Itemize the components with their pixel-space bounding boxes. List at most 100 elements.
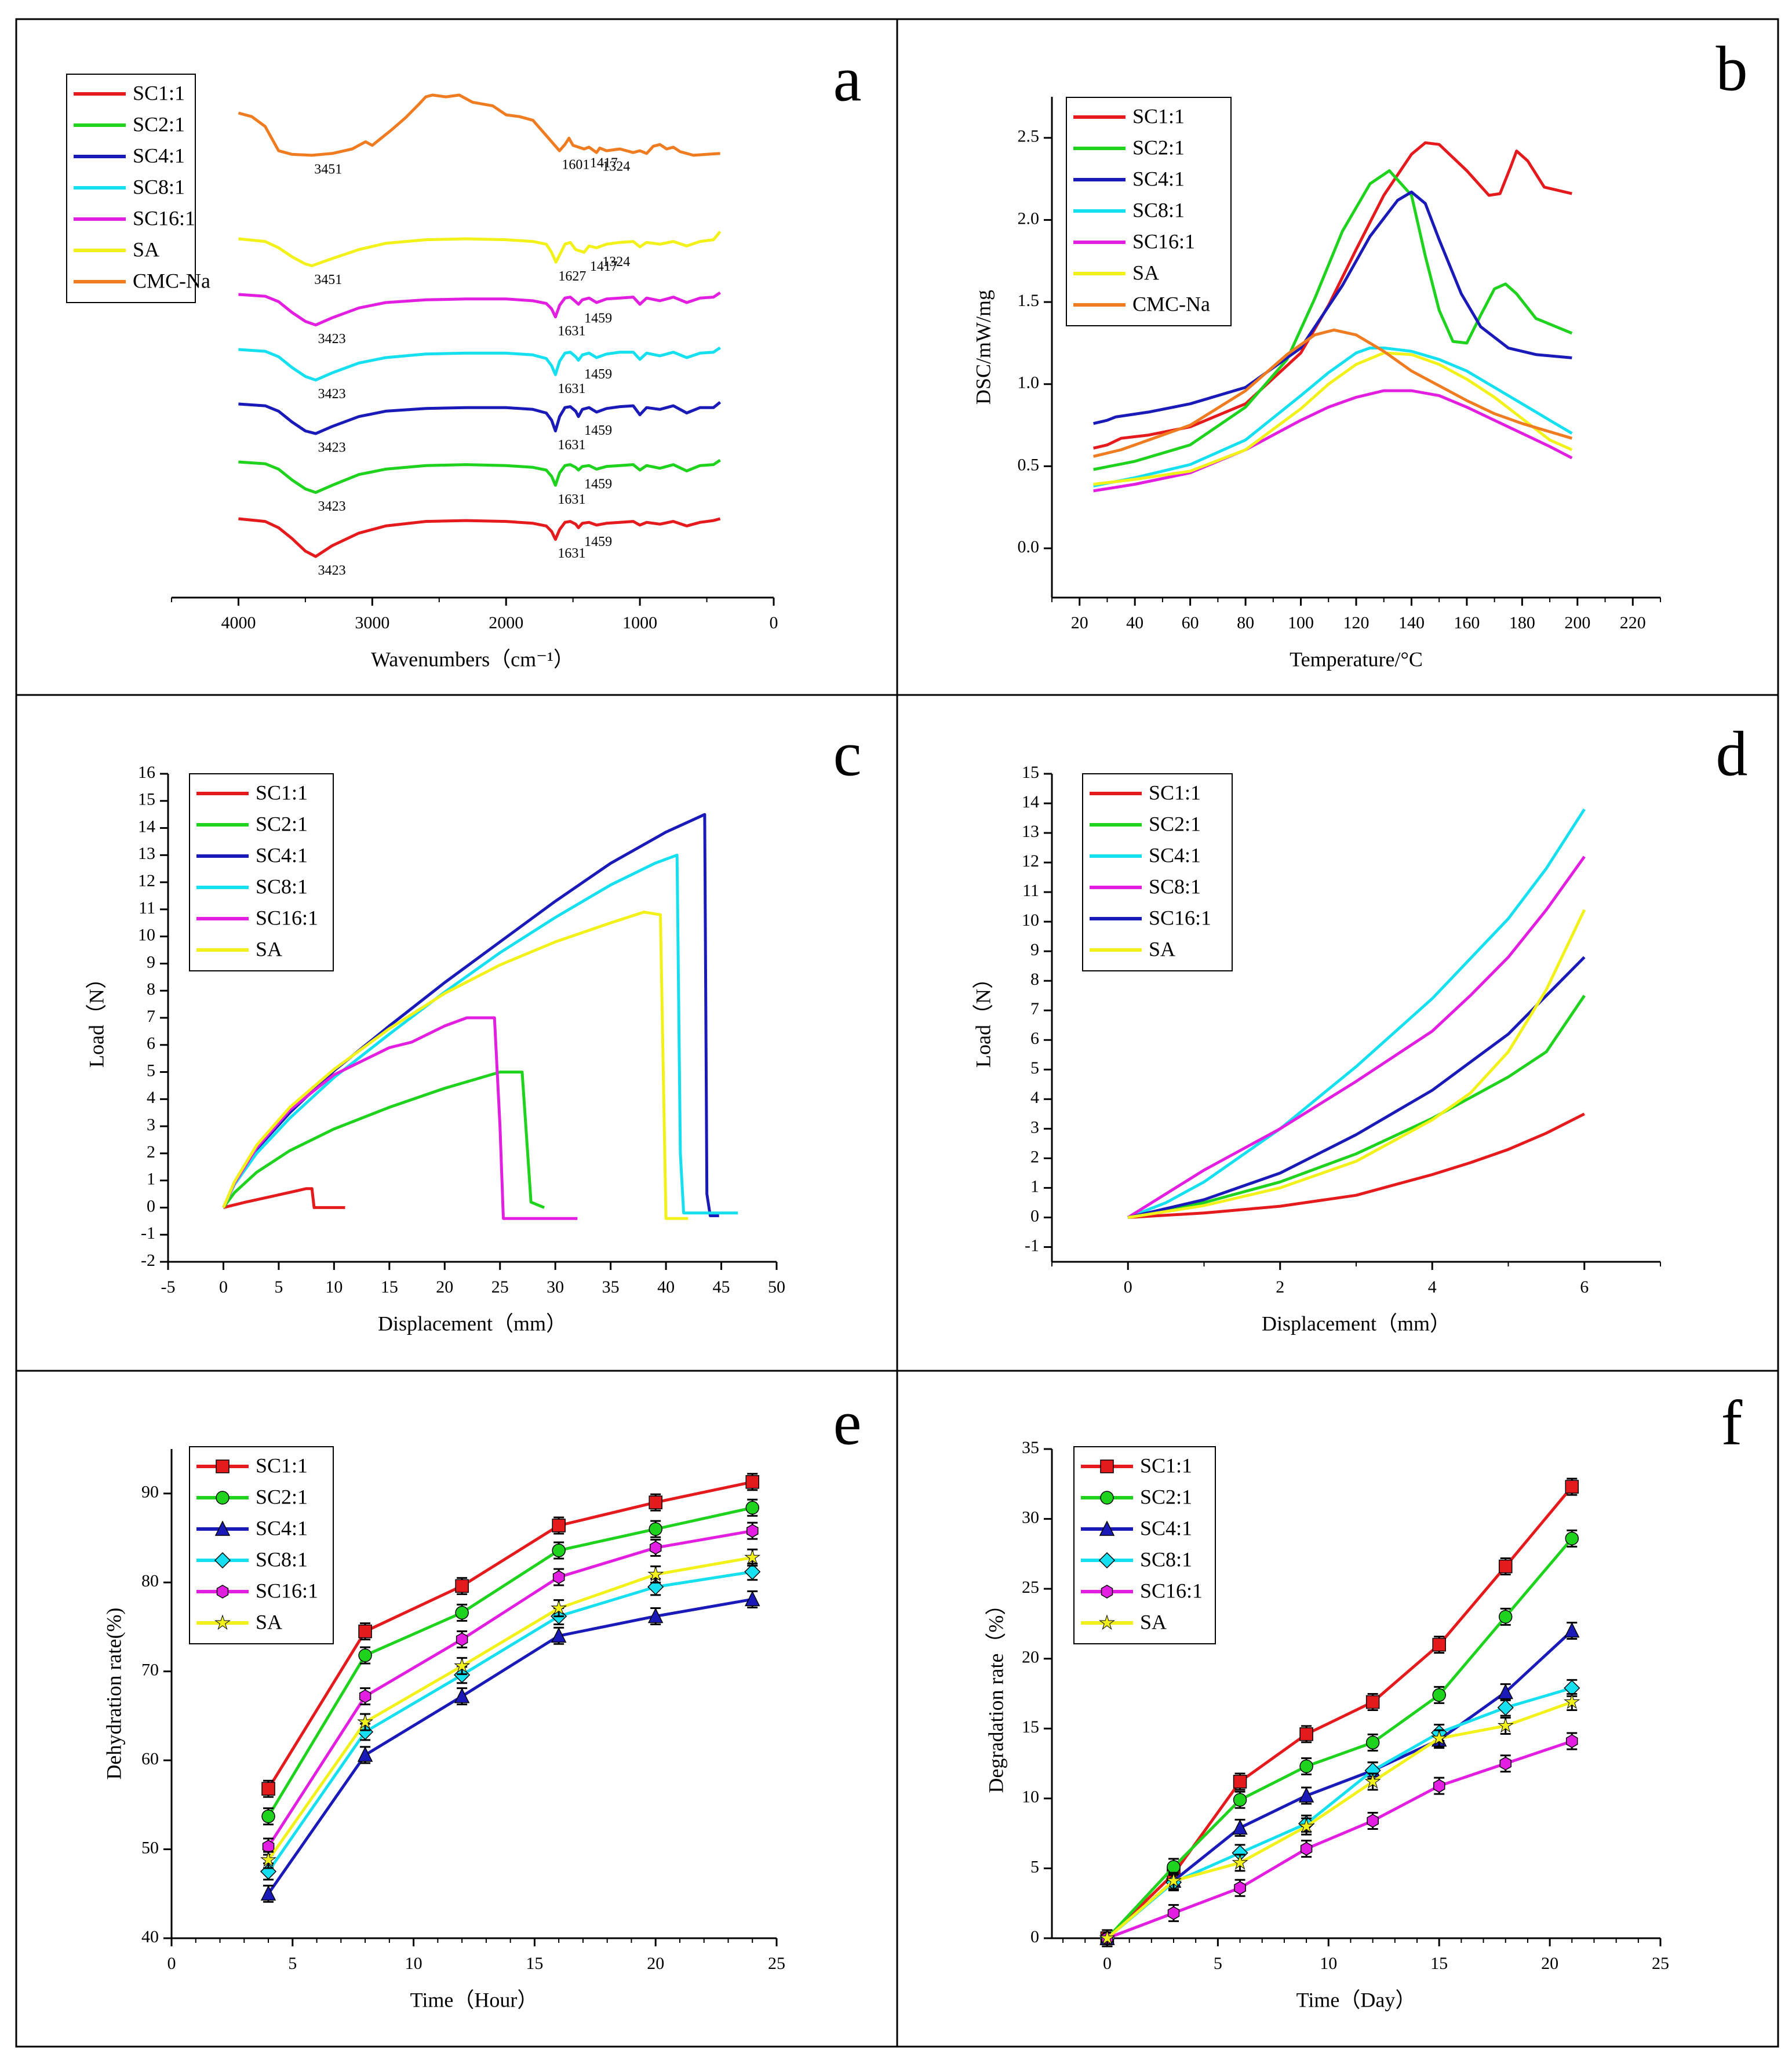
load-curve-SC2:1 <box>222 1071 545 1209</box>
x-tick-label: 45 <box>713 1277 730 1297</box>
x-tick-label: 10 <box>325 1277 343 1297</box>
legend-label: SA <box>256 937 282 960</box>
x-tick-label: 0 <box>1103 1954 1112 1973</box>
y-tick-label: 15 <box>1022 1717 1039 1737</box>
x-tick-label: 35 <box>602 1277 620 1297</box>
y-tick-label: 13 <box>138 844 155 863</box>
panel-f-legend: SC1:1 SC2:1 SC4:1 SC8:1 SC16:1 SA <box>1073 1446 1216 1644</box>
data-point <box>454 1687 470 1703</box>
x-tick-label: 120 <box>1343 613 1370 632</box>
load-curve-SA <box>222 911 689 1220</box>
data-point <box>647 1566 664 1582</box>
x-tick-label: 180 <box>1509 613 1535 632</box>
peak-label: 3423 <box>318 499 346 514</box>
x-axis-title: Displacement（mm） <box>378 1312 567 1335</box>
x-tick-label: 0 <box>219 1277 228 1297</box>
y-tick-label: 3 <box>147 1115 155 1134</box>
panel-c-curves <box>222 813 738 1220</box>
legend-label: SC4:1 <box>256 843 308 867</box>
y-tick-label: 15 <box>138 790 155 809</box>
y-tick-label: 13 <box>1022 822 1039 841</box>
peak-label: 1601 <box>562 158 589 173</box>
x-tick-label: 1000 <box>622 613 657 632</box>
x-tick-label: 220 <box>1620 613 1646 632</box>
spectrum-SC2:1 <box>238 458 721 494</box>
panel-d-curves <box>1127 808 1586 1219</box>
legend-label: SC4:1 <box>1140 1516 1192 1539</box>
y-tick-label: 6 <box>147 1034 155 1053</box>
data-point <box>357 1713 373 1729</box>
legend-label: SC16:1 <box>256 906 318 929</box>
legend-label: SC8:1 <box>133 175 185 198</box>
data-point <box>745 1475 759 1489</box>
peak-label: 3423 <box>318 387 346 402</box>
data-point <box>454 1657 471 1673</box>
x-tick-label: 3000 <box>355 613 389 632</box>
spectrum-CMC-Na <box>238 93 720 157</box>
x-tick-label: 0 <box>167 1954 176 1973</box>
legend-label: SA <box>1149 937 1175 960</box>
dsc-curve-CMC-Na <box>1093 328 1573 458</box>
data-point <box>551 1600 567 1615</box>
y-tick-label: 14 <box>138 817 155 836</box>
series-line-SC16:1 <box>1106 1739 1573 1940</box>
y-tick-label: 16 <box>138 763 155 782</box>
x-tick-label: 160 <box>1454 613 1480 632</box>
data-point <box>1564 1693 1580 1709</box>
data-point <box>746 1524 759 1538</box>
peak-label: 1631 <box>558 438 585 453</box>
y-axis-title: Dehydration rate(%) <box>102 1608 125 1780</box>
peak-label: 1631 <box>558 323 585 338</box>
data-point <box>744 1549 761 1565</box>
legend-label: SC16:1 <box>133 206 195 230</box>
peak-label: 1417 <box>590 156 618 171</box>
panel-e-series <box>260 1473 761 1903</box>
data-point <box>456 1632 468 1647</box>
legend-label: SC2:1 <box>1149 812 1201 835</box>
data-point <box>1499 1756 1512 1771</box>
panel-e-axes: 0 5 10 15 20 25 40 50 60 70 80 90 Time（Hour） Dehydrat… <box>102 1449 785 2011</box>
data-point <box>1564 1622 1580 1638</box>
series-line-SA <box>267 1556 753 1861</box>
series-line-SA <box>1106 1701 1573 1939</box>
legend-marker <box>1100 1491 1114 1505</box>
peak-label: 1459 <box>584 534 612 549</box>
panel-d-legend: SC1:1 SC2:1 SC4:1 SC8:1 SC16:1 SA <box>1082 773 1233 971</box>
y-tick-label: 1 <box>147 1170 155 1189</box>
load-curve-SC8:1 <box>1127 856 1586 1219</box>
legend-label: SC8:1 <box>1140 1548 1192 1571</box>
legend-marker <box>1098 1552 1116 1569</box>
panel-label-e: e <box>833 1387 862 1458</box>
legend-label: SC8:1 <box>1149 875 1201 898</box>
legend-label: SC4:1 <box>1149 843 1201 867</box>
data-point <box>745 1501 759 1515</box>
legend-box <box>189 1446 334 1644</box>
x-axis-title: Displacement（mm） <box>1262 1312 1451 1335</box>
y-tick-label: 40 <box>141 1927 159 1946</box>
y-tick-label: 11 <box>139 898 155 918</box>
x-tick-label: 4000 <box>221 613 256 632</box>
panel-label-d: d <box>1716 718 1748 789</box>
data-point <box>1299 1727 1313 1741</box>
y-tick-label: 4 <box>147 1088 155 1107</box>
panel-label-a: a <box>833 43 862 114</box>
panel-label-f: f <box>1721 1387 1743 1458</box>
data-point <box>649 1495 662 1509</box>
legend-label: SC2:1 <box>256 1485 308 1508</box>
data-point <box>358 1648 372 1662</box>
spectrum-SC1:1 <box>238 517 721 558</box>
data-point <box>1167 1906 1180 1920</box>
series-line-SC16:1 <box>267 1529 753 1848</box>
data-point <box>1299 1759 1313 1774</box>
x-axis-title: Temperature/°C <box>1290 647 1423 671</box>
data-point <box>649 1522 662 1536</box>
x-axis-title: Time（Day） <box>1296 1988 1416 2011</box>
x-tick-label: 15 <box>1430 1954 1448 1973</box>
data-point <box>1099 1930 1116 1945</box>
dsc-curve-SC2:1 <box>1093 169 1573 471</box>
x-tick-label: 25 <box>768 1954 785 1973</box>
y-tick-label: 1 <box>1030 1177 1039 1196</box>
y-tick-label: 30 <box>1022 1508 1039 1527</box>
y-tick-label: 0 <box>147 1196 155 1215</box>
peak-label: 1459 <box>584 367 612 382</box>
